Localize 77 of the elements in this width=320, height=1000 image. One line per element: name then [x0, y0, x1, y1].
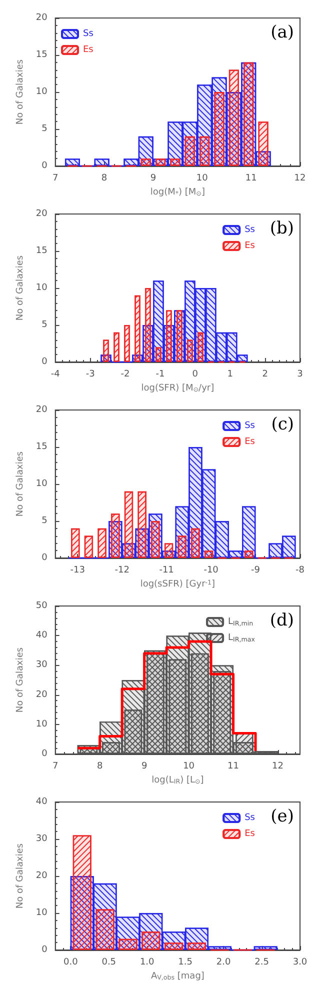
x-tick-label: 12	[294, 174, 306, 184]
y-tick-label: 30	[36, 660, 48, 670]
y-tick-label: 10	[36, 479, 48, 489]
x-tick-label: 1.0	[140, 958, 155, 968]
y-tick-label: 15	[36, 246, 48, 256]
y-tick-label: 10	[36, 283, 48, 293]
y-axis-title: No of Galaxies	[16, 647, 26, 713]
y-tick-label: 0	[42, 553, 48, 563]
y-tick-label: 20	[36, 405, 48, 415]
annotation: (b)	[270, 218, 294, 238]
y-tick-label: 15	[36, 50, 48, 60]
y-tick-label: 0	[42, 161, 48, 171]
x-tick-label: -11	[159, 566, 174, 576]
x-tick-label: -13	[70, 566, 85, 576]
x-tick-label: 8	[101, 174, 108, 184]
annotation: (d)	[270, 610, 294, 630]
x-tick-label: -9	[251, 566, 260, 576]
y-tick-label: 20	[36, 209, 48, 219]
y-tick-label: 20	[36, 690, 48, 700]
y-tick-label: 20	[36, 871, 48, 881]
x-tick-label: 1.5	[178, 958, 192, 968]
legend-label: Es	[244, 829, 256, 839]
x-tick-label: 9	[150, 174, 156, 184]
x-tick-label: 7	[52, 762, 58, 772]
x-tick-label: 1	[227, 370, 233, 380]
x-tick-label: -1	[156, 370, 165, 380]
x-tick-label: 3	[297, 370, 303, 380]
x-tick-label: 10	[196, 174, 208, 184]
y-tick-label: 15	[36, 442, 48, 452]
y-tick-label: 5	[42, 320, 48, 330]
legend-label: Ss	[244, 421, 256, 431]
y-tick-label: 10	[36, 719, 48, 730]
legend-label: Ss	[83, 29, 94, 39]
y-axis-title: No of Galaxies	[16, 255, 26, 321]
x-tick-label: 7	[52, 174, 58, 184]
x-tick-label: 8	[96, 762, 103, 772]
legend-label: Ss	[244, 813, 256, 823]
annotation: (a)	[270, 22, 294, 42]
x-tick-label: 9	[141, 762, 148, 772]
x-tick-label: 2	[262, 370, 268, 380]
legend-label: Es	[244, 437, 256, 447]
x-tick-label: 2.5	[254, 958, 269, 968]
x-tick-label: 2.0	[216, 958, 231, 968]
x-tick-label: 11	[245, 174, 257, 184]
y-tick-label: 0	[42, 945, 48, 955]
legend-label: Es	[83, 45, 94, 55]
x-tick-label: -3	[86, 370, 95, 380]
y-tick-label: 40	[36, 630, 48, 641]
y-tick-label: 10	[36, 87, 48, 97]
legend-label: Es	[244, 241, 256, 251]
y-axis-title: No of Galaxies	[16, 843, 26, 909]
y-tick-label: 50	[36, 601, 48, 611]
x-tick-label: -10	[204, 566, 219, 576]
legend-label: Ss	[244, 225, 256, 235]
x-tick-label: 0.5	[102, 958, 116, 968]
y-tick-label: 5	[42, 124, 48, 134]
x-tick-label: 10	[183, 762, 195, 772]
y-tick-label: 20	[36, 13, 48, 23]
y-tick-label: 10	[36, 908, 48, 918]
annotation: (c)	[271, 414, 294, 434]
x-tick-label: -12	[114, 566, 130, 576]
y-tick-label: 30	[36, 834, 48, 844]
x-tick-label: 12	[272, 762, 284, 772]
x-tick-label: 11	[228, 762, 240, 772]
x-tick-label: -4	[50, 370, 60, 380]
x-tick-label: -8	[296, 566, 305, 576]
x-tick-label: 0	[192, 370, 198, 380]
x-tick-label: 0.0	[63, 958, 78, 968]
y-tick-label: 0	[42, 749, 48, 759]
y-tick-label: 40	[36, 797, 48, 807]
y-axis-title: No of Galaxies	[16, 451, 26, 517]
annotation: (e)	[270, 806, 294, 826]
x-tick-label: 3.0	[292, 958, 308, 968]
y-axis-title: No of Galaxies	[16, 59, 26, 125]
y-tick-label: 5	[42, 516, 48, 526]
x-tick-label: -2	[120, 370, 130, 380]
y-tick-label: 0	[42, 357, 48, 367]
